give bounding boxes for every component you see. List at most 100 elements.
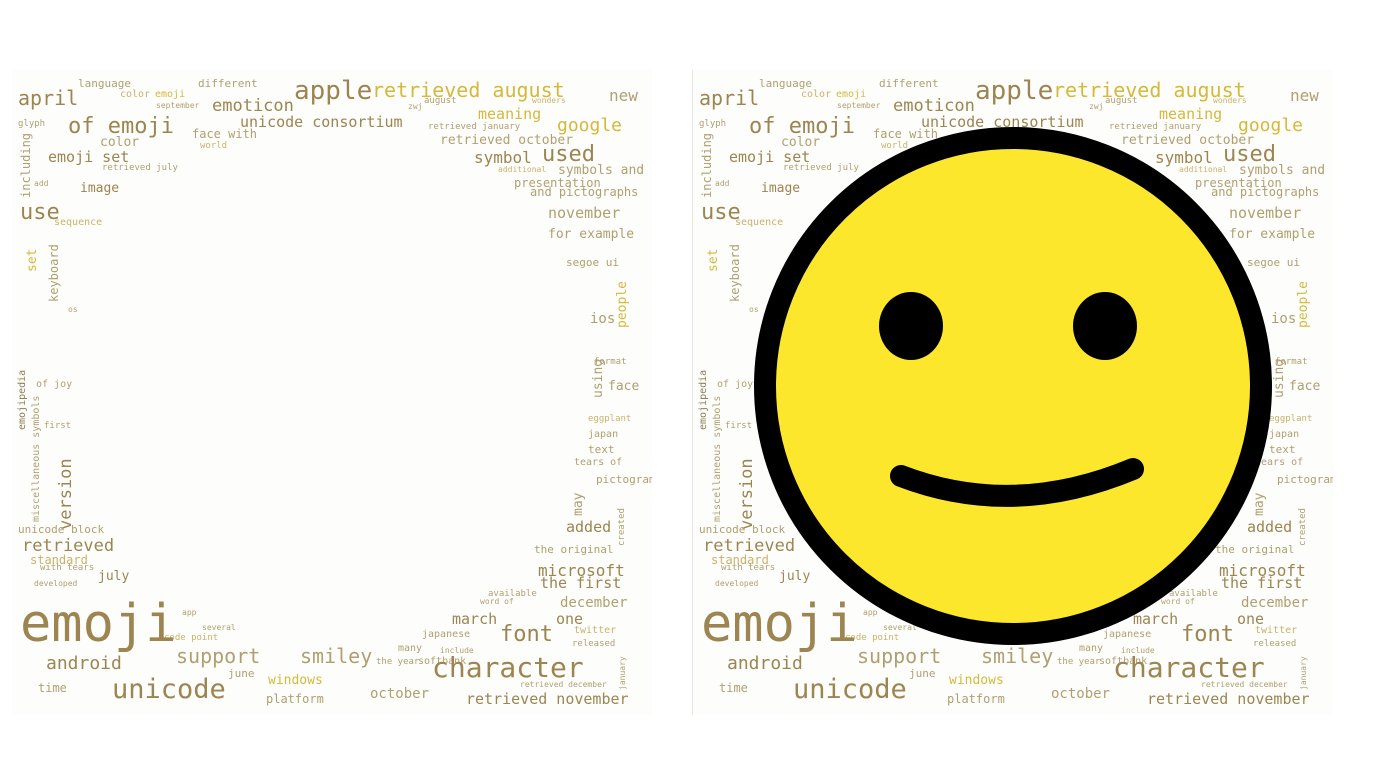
word: december (560, 595, 628, 611)
word: font (1181, 622, 1234, 647)
word: google (557, 115, 623, 136)
word: emojipedia (698, 369, 709, 430)
word: for example (548, 227, 635, 242)
word: november (548, 204, 621, 222)
word: many (1079, 643, 1104, 654)
word: different (879, 77, 939, 90)
word: character (1113, 651, 1265, 684)
word: with tears (40, 563, 95, 573)
word: october (1051, 686, 1111, 702)
word: miscellaneous symbols (31, 395, 42, 522)
word: several (202, 623, 236, 632)
word: windows (268, 673, 323, 688)
word: created (617, 508, 627, 546)
word: tears of (1255, 457, 1304, 468)
word: unicode consortium (240, 113, 403, 131)
word: retrieved december (520, 680, 607, 689)
word: keyboard (47, 244, 61, 302)
word: used (542, 142, 595, 167)
word: support (857, 644, 942, 668)
word: color (781, 135, 821, 150)
word: may (571, 492, 586, 516)
word: zwj (1089, 102, 1104, 111)
word: time (719, 681, 748, 695)
word: january (1299, 656, 1308, 690)
word: microsoft (1219, 561, 1306, 580)
word: and pictographs (530, 185, 639, 199)
word: apple (975, 76, 1054, 106)
word: retrieved july (102, 163, 178, 173)
word: face (1289, 379, 1321, 394)
word: using (591, 358, 606, 398)
word: symbol (474, 148, 532, 167)
word: added (1247, 518, 1293, 536)
word: japan (1269, 429, 1300, 440)
word: miscellaneous symbols (712, 395, 723, 522)
word: november (1229, 204, 1302, 222)
word: march (1133, 610, 1179, 628)
word: app (182, 608, 197, 617)
word: face (608, 379, 640, 394)
word: japanese (422, 629, 471, 640)
word: android (46, 653, 122, 674)
word: of emoji (749, 114, 855, 139)
word: tears of (574, 457, 623, 468)
word: emoji (20, 594, 177, 654)
word: eggplant (588, 414, 632, 424)
word: color (120, 89, 151, 100)
word: set (25, 248, 40, 272)
word: april (699, 86, 760, 110)
word: word of (1161, 597, 1195, 606)
word: use (20, 200, 60, 225)
word: march (452, 610, 498, 628)
word: word of (480, 597, 514, 606)
word: retrieved october (440, 133, 574, 148)
word: ios (590, 311, 616, 327)
word: standard (711, 553, 769, 567)
word: used (1223, 142, 1276, 167)
word: retrieved october (1121, 133, 1255, 148)
word: august (1105, 96, 1138, 106)
word: retrieved august (372, 78, 565, 102)
word: first (725, 421, 753, 431)
word: format (594, 357, 627, 367)
word: character (432, 651, 584, 684)
word: added (566, 518, 612, 536)
word: released (1253, 639, 1297, 649)
word: including (19, 132, 33, 198)
word: one (556, 610, 584, 628)
word: the first (540, 574, 622, 592)
word: apple (294, 76, 373, 106)
word: for example (1229, 227, 1316, 242)
word: september (837, 101, 881, 110)
word: add (34, 179, 49, 188)
word: developed (34, 579, 78, 588)
word: japanese (1103, 629, 1152, 640)
word: world (881, 141, 909, 151)
word: additional (498, 165, 547, 174)
word: smiley (981, 644, 1054, 668)
word: june (909, 667, 936, 680)
word: july (98, 569, 130, 584)
word: many (398, 643, 423, 654)
word: segoe ui (566, 256, 619, 269)
word: emoticon (212, 96, 294, 116)
word: one (1237, 610, 1265, 628)
word: support (176, 644, 261, 668)
word: meaning (478, 105, 542, 123)
word: face with (192, 127, 258, 141)
word: face with (873, 127, 939, 141)
word: symbol (1155, 148, 1213, 167)
word: july (779, 569, 811, 584)
word: eggplant (1269, 414, 1313, 424)
word: the original (534, 543, 614, 556)
word: people (1296, 281, 1311, 328)
word: people (615, 281, 630, 328)
word: emoji (701, 594, 858, 654)
word: different (198, 77, 258, 90)
word: glyph (18, 119, 46, 129)
word: symbols and (1239, 163, 1326, 178)
word: retrieved january (1109, 122, 1202, 132)
word: of joy (36, 379, 73, 390)
word: additional (1179, 165, 1228, 174)
